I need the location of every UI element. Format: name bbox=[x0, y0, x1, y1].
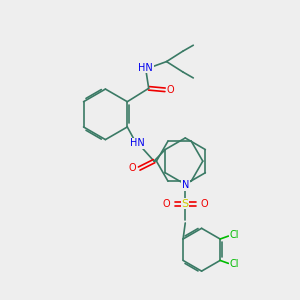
Text: HN: HN bbox=[130, 138, 145, 148]
Text: O: O bbox=[200, 199, 208, 208]
Text: Cl: Cl bbox=[230, 259, 239, 269]
Text: O: O bbox=[167, 85, 174, 95]
Text: O: O bbox=[129, 163, 136, 173]
Text: N: N bbox=[182, 180, 189, 190]
Text: O: O bbox=[163, 199, 170, 208]
Text: HN: HN bbox=[138, 62, 153, 73]
Text: Cl: Cl bbox=[230, 230, 239, 241]
Text: S: S bbox=[182, 199, 189, 208]
